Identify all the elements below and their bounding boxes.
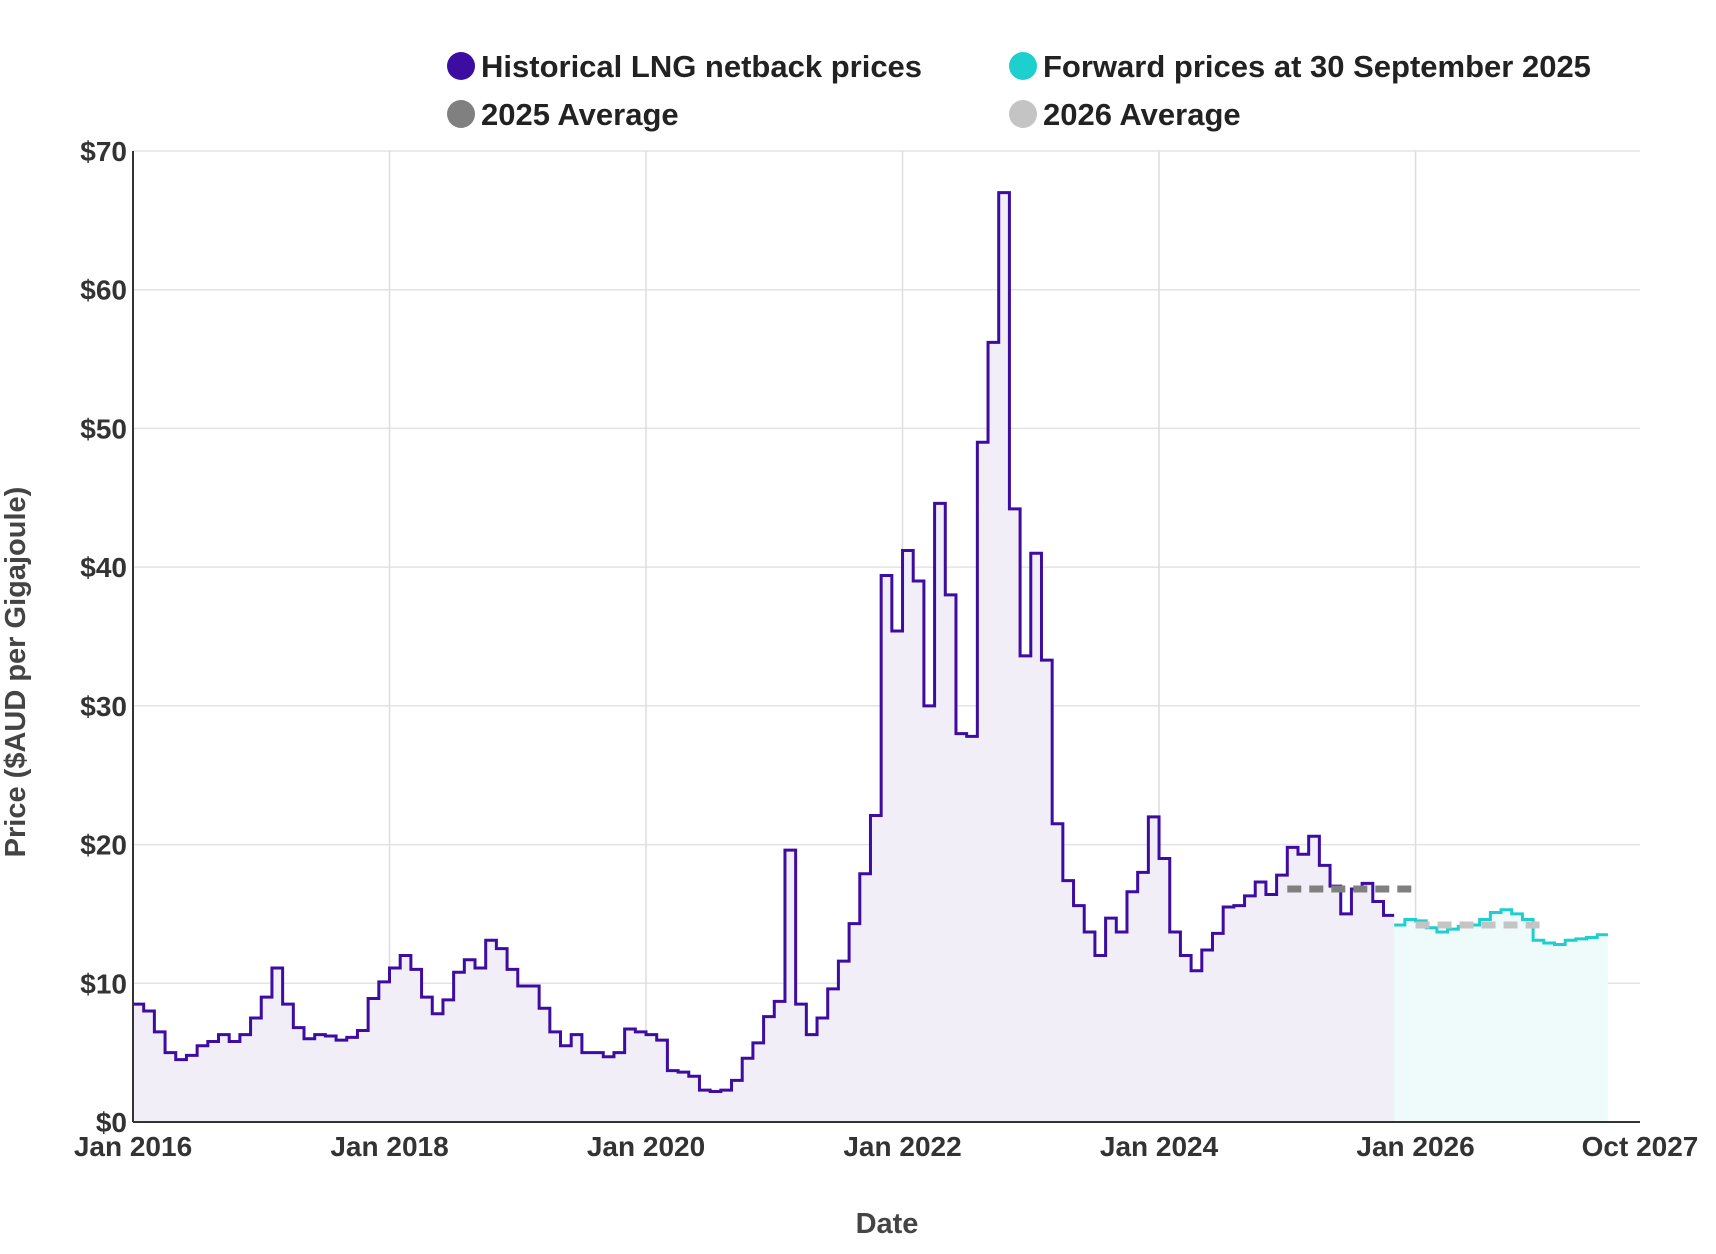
y-axis-title: Price ($AUD per Gigajoule) (0, 487, 32, 858)
x-tick-label-2: Jan 2020 (587, 1131, 705, 1162)
series-line-1 (1394, 908, 1608, 946)
y-tick-label-5: $50 (80, 413, 127, 444)
y-tick-label-2: $20 (80, 830, 127, 861)
y-tick-label-0: $0 (96, 1107, 127, 1138)
legend-label-forward: Forward prices at 30 September 2025 (1043, 49, 1591, 84)
legend-marker-historical (447, 52, 475, 80)
legend: Historical LNG netback prices Forward pr… (447, 49, 1591, 132)
legend-label-historical: Historical LNG netback prices (481, 49, 922, 84)
y-tick-label-7: $70 (80, 136, 127, 167)
x-tick-label-3: Jan 2022 (843, 1131, 961, 1162)
y-tick-label-4: $40 (80, 552, 127, 583)
y-tick-label-6: $60 (80, 275, 127, 306)
line-layer (133, 191, 1608, 1093)
legend-item-2025-average[interactable]: 2025 Average (447, 97, 679, 132)
series-line-0 (133, 191, 1395, 1093)
legend-item-historical[interactable]: Historical LNG netback prices (447, 49, 922, 84)
x-tick-label-4: Jan 2024 (1100, 1131, 1219, 1162)
legend-label-2025-average: 2025 Average (481, 97, 679, 132)
x-tick-label-1: Jan 2018 (330, 1131, 448, 1162)
legend-item-forward[interactable]: Forward prices at 30 September 2025 (1009, 49, 1591, 84)
x-tick-label-0: Jan 2016 (74, 1131, 192, 1162)
legend-marker-2025-average (447, 100, 475, 128)
series-area-0 (133, 192, 1395, 1123)
fill-layer (133, 192, 1608, 1123)
legend-marker-forward (1009, 52, 1037, 80)
legend-marker-2026-average (1009, 100, 1037, 128)
x-axis-title: Date (856, 1208, 919, 1240)
x-tick-label-6: Oct 2027 (1582, 1131, 1699, 1162)
series-area-1 (1394, 909, 1608, 1122)
y-tick-label-1: $10 (80, 968, 127, 999)
axis-layer (132, 151, 1640, 1123)
legend-label-2026-average: 2026 Average (1043, 97, 1241, 132)
tick-label-layer: $0 $10 $20 $30 $40 $50 $60 $70 Jan 2016 Jan 2018 J… (74, 136, 1699, 1162)
legend-item-2026-average[interactable]: 2026 Average (1009, 97, 1241, 132)
y-tick-label-3: $30 (80, 691, 127, 722)
x-tick-label-5: Jan 2026 (1356, 1131, 1474, 1162)
